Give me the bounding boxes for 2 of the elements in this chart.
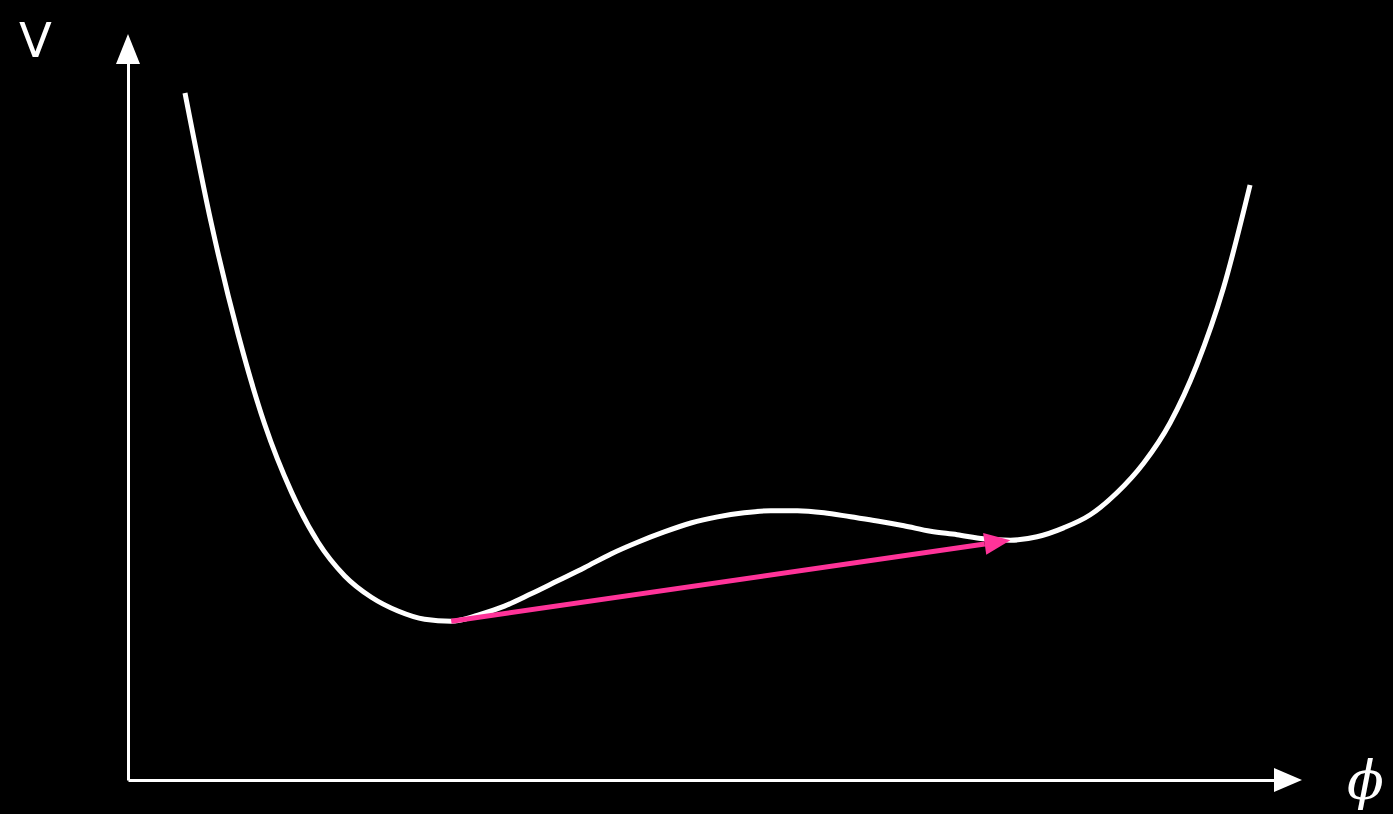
x-axis-title: ϕ bbox=[1347, 748, 1384, 812]
y-axis-title: V bbox=[19, 11, 53, 68]
